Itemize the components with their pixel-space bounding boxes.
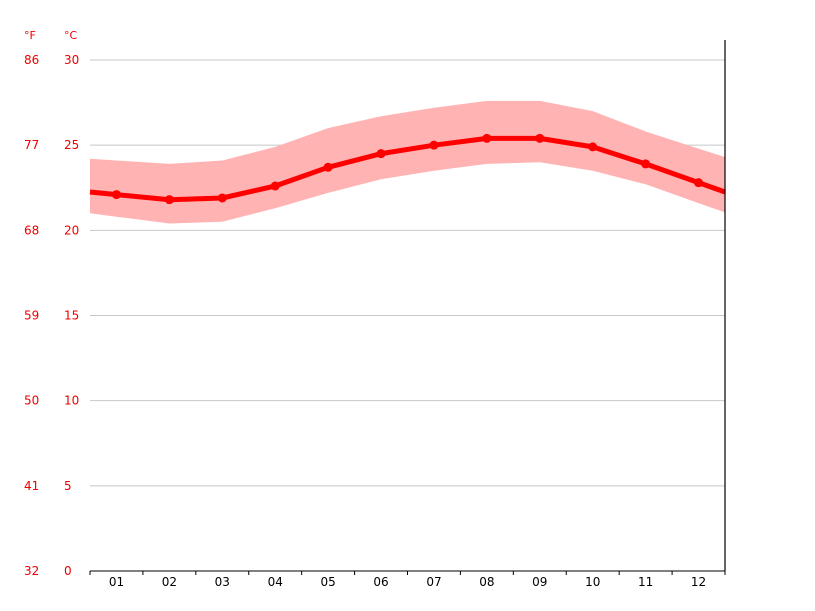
data-points [111, 133, 704, 205]
data-point-04 [270, 181, 280, 191]
y-tick-label-f: 86 [24, 53, 39, 67]
series-line [89, 135, 726, 203]
data-point-02 [164, 195, 174, 205]
range-band [90, 100, 725, 224]
x-tick-label-04: 04 [268, 575, 283, 589]
data-point-01 [111, 190, 121, 200]
x-tick-label-11: 11 [638, 575, 653, 589]
x-tick-label-05: 05 [320, 575, 335, 589]
x-tick-label-07: 07 [426, 575, 441, 589]
x-tick-label-06: 06 [373, 575, 388, 589]
y-tick-label-c: 5 [64, 479, 72, 493]
y-tick-label-f: 50 [24, 394, 39, 408]
y-tick-label-f: 77 [24, 138, 39, 152]
x-tick-label-09: 09 [532, 575, 547, 589]
x-tick-label-10: 10 [585, 575, 600, 589]
y-tick-label-f: 32 [24, 564, 39, 578]
series-polyline [89, 135, 726, 203]
y-tick-label-c: 15 [64, 309, 79, 323]
x-tick-labels: 01 02 03 04 05 06 07 08 09 10 11 12 [109, 575, 706, 589]
x-tick-label-08: 08 [479, 575, 494, 589]
x-tick-label-03: 03 [215, 575, 230, 589]
y-tick-label-c: 10 [64, 394, 79, 408]
data-point-03 [217, 193, 227, 203]
y-tick-label-f: 68 [24, 223, 39, 237]
y-tick-label-f: 59 [24, 309, 39, 323]
data-point-07 [429, 140, 439, 150]
data-point-09 [535, 133, 545, 143]
unit-label-fahrenheit: °F [24, 29, 36, 42]
x-tick-label-01: 01 [109, 575, 124, 589]
unit-label-celsius: °C [64, 29, 78, 42]
y-tick-label-c: 0 [64, 564, 72, 578]
data-point-11 [641, 159, 651, 169]
y-tick-label-c: 30 [64, 53, 79, 67]
x-tick-label-02: 02 [162, 575, 177, 589]
range-band-area [90, 100, 725, 224]
y-tick-label-c: 25 [64, 138, 79, 152]
y-tick-label-c: 20 [64, 223, 79, 237]
data-point-06 [376, 149, 386, 159]
data-point-12 [694, 178, 704, 188]
y-tick-labels: 32 0 41 5 50 10 59 15 68 20 77 25 86 30 [24, 53, 79, 578]
data-point-08 [482, 133, 492, 143]
axes [89, 40, 726, 575]
data-point-10 [588, 142, 598, 152]
y-tick-label-f: 41 [24, 479, 39, 493]
x-tick-label-12: 12 [691, 575, 706, 589]
data-point-05 [323, 162, 333, 172]
